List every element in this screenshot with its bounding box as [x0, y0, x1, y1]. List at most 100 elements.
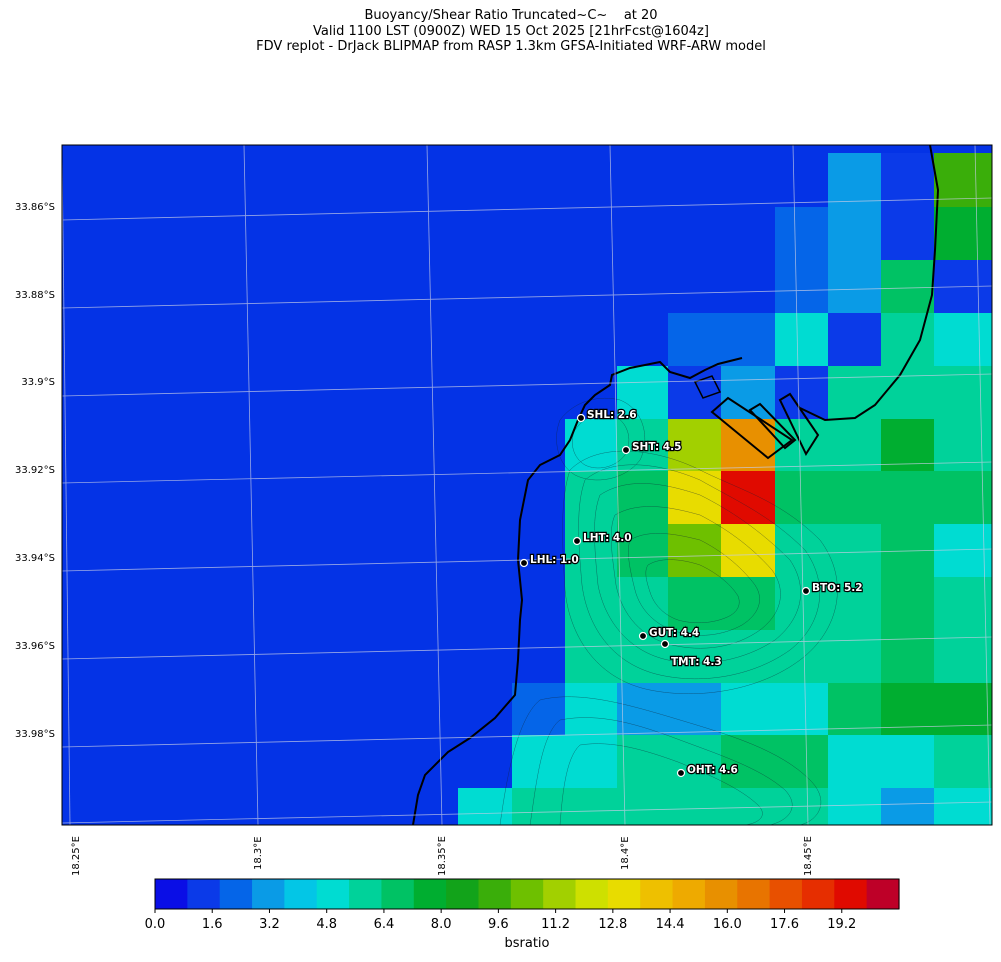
coastline — [412, 357, 743, 825]
grid-cell — [828, 630, 881, 683]
grid-cell — [775, 630, 828, 683]
colorbar-swatch — [737, 879, 771, 909]
grid-cell — [721, 630, 775, 683]
grid-cell — [565, 419, 617, 471]
grid-cell — [828, 260, 881, 313]
site-label-lhl: LHL: 1.0 — [530, 554, 579, 566]
grid-cell — [617, 735, 668, 788]
grid-cell — [934, 630, 992, 683]
harbour-breakwater-1 — [710, 396, 794, 460]
grid-cell — [721, 683, 775, 735]
grid-cell — [881, 153, 934, 207]
grid-cell — [881, 630, 934, 683]
grid-cell — [828, 577, 881, 630]
colorbar-swatch — [349, 879, 383, 909]
site-markers: SHL: 2.6 SHT: 4.5 LHT: 4.0 LHL: 1.0 BTO: 5.2… — [519, 408, 864, 777]
grid-cell — [934, 683, 992, 735]
grid-cell — [775, 683, 828, 735]
grid-cell — [881, 471, 934, 524]
colorbar-swatch — [187, 879, 221, 909]
grid-cell — [668, 471, 721, 524]
colorbar-swatch — [834, 879, 868, 909]
colorbar-tick-label: 16.0 — [712, 917, 742, 932]
lat-label: 33.98°S — [15, 729, 55, 740]
site-label-sht: SHT: 4.5 — [632, 441, 681, 453]
title-line-2: Valid 1100 LST (0900Z) WED 15 Oct 2025 [… — [313, 23, 709, 39]
colorbar-frame — [154, 878, 900, 910]
site-label-shl: SHL: 2.6 — [587, 409, 637, 421]
grid-cell — [617, 366, 668, 419]
grid-cell — [721, 313, 775, 366]
grid-cell — [881, 419, 934, 471]
colorbar-swatch — [704, 879, 738, 909]
grid-cell — [881, 788, 934, 825]
grid-cell — [881, 366, 934, 419]
site-marker-tmt — [660, 639, 670, 649]
colorbar-swatch — [155, 879, 188, 909]
grid-cell — [565, 577, 617, 630]
grid-cell — [512, 735, 565, 788]
lat-label: 33.9°S — [21, 377, 55, 388]
site-marker-sht — [621, 445, 631, 455]
grid-cell — [828, 788, 881, 825]
grid-cell — [617, 524, 668, 577]
grid-cell — [828, 735, 881, 788]
colorbar-tick-label: 0.0 — [144, 917, 166, 932]
harbour-breakwater-4 — [693, 375, 722, 399]
colorbar-swatch — [769, 879, 803, 909]
grid-cell — [721, 735, 775, 788]
harbour-breakwater-2 — [748, 402, 797, 450]
grid-cell — [934, 788, 992, 825]
grid-cell — [617, 788, 668, 825]
grid-cell — [881, 207, 934, 260]
colorbar-tick-label: 19.2 — [827, 917, 857, 932]
grid-cell — [934, 577, 992, 630]
grid-cell — [721, 788, 775, 825]
colorbar-tick-label: 11.2 — [541, 917, 571, 932]
colorbar-swatch — [543, 879, 577, 909]
terrain-contours — [499, 397, 838, 825]
grid-cell — [775, 260, 828, 313]
site-label-lht: LHT: 4.0 — [583, 532, 632, 544]
colorbar — [154, 878, 900, 913]
grid-cell — [668, 524, 721, 577]
lon-label: 18.45°E — [803, 836, 814, 876]
colorbar-tick-label: 6.4 — [373, 917, 395, 932]
colorbar-swatch — [866, 879, 900, 909]
colorbar-swatch — [219, 879, 253, 909]
colorbar-swatch — [381, 879, 415, 909]
map-frame — [61, 144, 993, 826]
colorbar-swatch — [672, 879, 706, 909]
grid-cell — [565, 735, 617, 788]
colorbar-tick-label: 1.6 — [201, 917, 223, 932]
colorbar-tick-label: 8.0 — [430, 917, 452, 932]
grid-cell — [617, 419, 668, 471]
colorbar-tick-label: 9.6 — [488, 917, 509, 932]
colorbar-swatch — [607, 879, 641, 909]
colorbar-swatch — [252, 879, 285, 909]
site-marker-lhl — [519, 558, 529, 568]
colorbar-swatch — [478, 879, 512, 909]
colorbar-swatch — [446, 879, 480, 909]
grid-cell — [721, 471, 775, 524]
grid-cell — [617, 577, 668, 630]
colorbar-swatch — [413, 879, 447, 909]
grid-cell — [828, 419, 881, 471]
site-label-gut: GUT: 4.4 — [649, 627, 699, 639]
grid-cell — [565, 683, 617, 735]
coastline-east — [799, 145, 940, 422]
site-marker-bto — [801, 586, 811, 596]
grid-cell — [565, 524, 617, 577]
colorbar-swatch — [284, 879, 318, 909]
grid-cell — [775, 313, 828, 366]
colorbar-swatch — [575, 879, 609, 909]
site-label-tmt: TMT: 4.3 — [671, 656, 722, 668]
grid-cell — [565, 788, 617, 825]
grid-cell — [668, 577, 721, 630]
graticule — [62, 145, 992, 825]
lon-label: 18.4°E — [620, 836, 631, 870]
colorbar-tick-label: 3.2 — [259, 917, 280, 932]
lon-label: 18.3°E — [253, 836, 264, 870]
bsratio-grid — [458, 153, 992, 825]
